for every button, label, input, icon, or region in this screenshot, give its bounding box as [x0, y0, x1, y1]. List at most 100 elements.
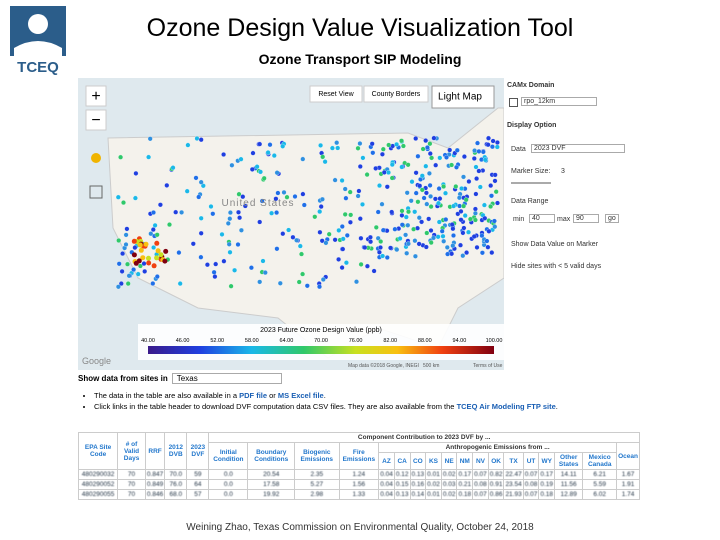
site-marker[interactable] — [319, 238, 325, 244]
site-marker[interactable] — [146, 154, 152, 160]
site-marker[interactable] — [479, 233, 485, 239]
site-marker[interactable] — [342, 211, 348, 217]
site-marker[interactable] — [198, 215, 204, 221]
site-marker[interactable] — [319, 196, 325, 202]
site-marker[interactable] — [392, 226, 398, 232]
column-header[interactable]: 2023 DVF — [186, 432, 210, 470]
note-link[interactable]: PDF file — [239, 391, 268, 400]
site-marker[interactable] — [420, 146, 426, 152]
site-marker[interactable] — [318, 204, 324, 210]
site-marker[interactable] — [405, 241, 411, 247]
site-marker[interactable] — [464, 250, 470, 256]
site-marker[interactable] — [254, 164, 260, 170]
site-marker[interactable] — [323, 240, 329, 246]
site-marker[interactable] — [458, 242, 463, 248]
site-marker[interactable] — [373, 224, 379, 230]
site-marker[interactable] — [164, 182, 170, 188]
site-marker[interactable] — [193, 175, 199, 181]
site-marker[interactable] — [424, 145, 430, 150]
min-input[interactable]: 40 — [529, 214, 555, 223]
site-marker[interactable] — [332, 237, 338, 243]
site-marker[interactable] — [378, 245, 383, 250]
site-marker[interactable] — [479, 250, 485, 256]
site-marker[interactable] — [404, 250, 410, 256]
site-marker[interactable] — [485, 244, 491, 250]
site-marker[interactable] — [423, 163, 429, 169]
site-marker[interactable] — [384, 184, 390, 190]
site-marker[interactable] — [200, 183, 206, 189]
site-marker[interactable] — [472, 148, 478, 154]
site-marker[interactable] — [454, 164, 459, 170]
column-header[interactable]: EPA Site Code — [77, 432, 119, 470]
site-marker[interactable] — [154, 274, 160, 280]
site-marker[interactable] — [137, 242, 143, 248]
site-marker[interactable] — [147, 136, 153, 142]
site-marker[interactable] — [475, 140, 480, 146]
site-marker[interactable] — [225, 220, 231, 226]
site-marker[interactable] — [294, 237, 300, 243]
site-marker[interactable] — [357, 164, 363, 169]
site-marker[interactable] — [467, 216, 473, 222]
site-marker[interactable] — [116, 238, 122, 243]
site-marker[interactable] — [426, 216, 432, 222]
site-marker[interactable] — [176, 250, 182, 256]
site-marker[interactable] — [428, 228, 434, 233]
site-marker[interactable] — [150, 227, 156, 233]
site-marker[interactable] — [118, 154, 124, 160]
max-input[interactable]: 90 — [573, 214, 599, 223]
site-marker[interactable] — [339, 265, 345, 271]
site-marker[interactable] — [427, 182, 433, 188]
site-marker[interactable] — [445, 251, 451, 257]
site-marker[interactable] — [296, 279, 302, 285]
site-marker[interactable] — [300, 156, 306, 162]
site-marker[interactable] — [384, 255, 390, 260]
site-marker[interactable] — [229, 162, 235, 168]
site-marker[interactable] — [370, 150, 376, 156]
site-marker[interactable] — [399, 222, 405, 228]
site-marker[interactable] — [339, 178, 345, 183]
site-marker[interactable] — [299, 251, 304, 257]
site-marker[interactable] — [436, 186, 442, 192]
site-marker[interactable] — [403, 232, 409, 238]
site-marker[interactable] — [461, 174, 466, 180]
site-marker[interactable] — [493, 189, 499, 195]
site-marker[interactable] — [157, 202, 163, 208]
site-marker[interactable] — [432, 196, 438, 202]
site-marker[interactable] — [471, 156, 477, 161]
site-marker[interactable] — [397, 236, 403, 241]
site-marker[interactable] — [389, 209, 395, 215]
site-marker[interactable] — [441, 238, 447, 244]
site-marker[interactable] — [151, 210, 156, 215]
terms[interactable]: Terms of Use — [473, 363, 503, 369]
site-marker[interactable] — [232, 267, 238, 273]
column-header[interactable]: AZ — [378, 452, 395, 470]
site-marker[interactable] — [379, 201, 385, 207]
zoom-in[interactable]: + — [91, 88, 100, 105]
site-marker[interactable] — [342, 186, 348, 192]
site-marker[interactable] — [274, 170, 280, 176]
column-header[interactable]: RRF — [144, 432, 166, 470]
site-marker[interactable] — [320, 154, 326, 160]
site-marker[interactable] — [368, 239, 374, 245]
site-marker[interactable] — [474, 244, 480, 250]
site-marker[interactable] — [413, 190, 419, 196]
map-style-button[interactable] — [431, 85, 495, 109]
site-marker[interactable] — [123, 232, 129, 238]
site-marker[interactable] — [118, 281, 124, 287]
site-marker[interactable] — [431, 235, 436, 241]
site-marker[interactable] — [358, 235, 364, 241]
site-marker[interactable] — [450, 243, 456, 249]
site-marker[interactable] — [472, 206, 478, 212]
site-marker[interactable] — [154, 240, 160, 246]
site-marker[interactable] — [151, 245, 157, 250]
site-marker[interactable] — [297, 243, 303, 249]
site-marker[interactable] — [419, 219, 425, 225]
site-marker[interactable] — [423, 244, 429, 250]
site-marker[interactable] — [451, 203, 457, 209]
fullscreen[interactable] — [89, 185, 103, 199]
site-marker[interactable] — [476, 168, 482, 174]
site-marker[interactable] — [404, 190, 410, 196]
site-marker[interactable] — [198, 137, 204, 143]
zoom-in-button[interactable] — [85, 85, 107, 107]
site-marker[interactable] — [450, 226, 456, 232]
